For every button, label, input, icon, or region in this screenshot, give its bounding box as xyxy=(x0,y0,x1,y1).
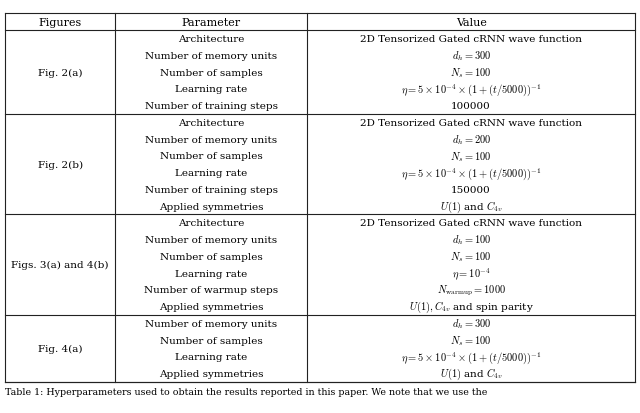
Text: $N_s = 100$: $N_s = 100$ xyxy=(451,66,492,80)
Text: Figures: Figures xyxy=(38,18,82,28)
Text: Number of samples: Number of samples xyxy=(160,336,263,345)
Text: $\eta = 5 \times 10^{-4} \times (1+(t/5000))^{-1}$: $\eta = 5 \times 10^{-4} \times (1+(t/50… xyxy=(401,349,541,365)
Text: 2D Tensorized Gated cRNN wave function: 2D Tensorized Gated cRNN wave function xyxy=(360,119,582,128)
Text: Parameter: Parameter xyxy=(182,18,241,28)
Text: Architecture: Architecture xyxy=(178,219,244,228)
Text: Number of memory units: Number of memory units xyxy=(145,52,277,61)
Text: Number of samples: Number of samples xyxy=(160,252,263,261)
Text: $U(1)$ and $C_{4v}$: $U(1)$ and $C_{4v}$ xyxy=(440,199,502,214)
Text: Number of warmup steps: Number of warmup steps xyxy=(144,286,278,294)
Text: Applied symmetries: Applied symmetries xyxy=(159,302,264,311)
Text: Applied symmetries: Applied symmetries xyxy=(159,202,264,211)
Text: Figs. 3(a) and 4(b): Figs. 3(a) and 4(b) xyxy=(12,261,109,270)
Text: $d_h = 300$: $d_h = 300$ xyxy=(452,317,491,330)
Text: Number of samples: Number of samples xyxy=(160,69,263,77)
Text: $N_s = 100$: $N_s = 100$ xyxy=(451,150,492,163)
Text: Architecture: Architecture xyxy=(178,35,244,44)
Text: Value: Value xyxy=(456,18,486,28)
Text: Number of memory units: Number of memory units xyxy=(145,135,277,144)
Text: Table 1: Hyperparameters used to obtain the results reported in this paper. We n: Table 1: Hyperparameters used to obtain … xyxy=(5,387,488,396)
Text: $N_s = 100$: $N_s = 100$ xyxy=(451,333,492,347)
Text: $N_{\mathrm{warmup}} = 1000$: $N_{\mathrm{warmup}} = 1000$ xyxy=(436,283,506,297)
Text: Number of memory units: Number of memory units xyxy=(145,235,277,244)
Text: Architecture: Architecture xyxy=(178,119,244,128)
Text: 2D Tensorized Gated cRNN wave function: 2D Tensorized Gated cRNN wave function xyxy=(360,35,582,44)
Text: $N_s = 100$: $N_s = 100$ xyxy=(451,250,492,263)
Text: Number of training steps: Number of training steps xyxy=(145,185,278,195)
Text: 100000: 100000 xyxy=(451,102,491,111)
Text: Number of samples: Number of samples xyxy=(160,152,263,161)
Text: $\eta = 10^{-4}$: $\eta = 10^{-4}$ xyxy=(452,266,490,281)
Text: Fig. 4(a): Fig. 4(a) xyxy=(38,344,83,353)
Text: $\eta = 5 \times 10^{-4} \times (1+(t/5000))^{-1}$: $\eta = 5 \times 10^{-4} \times (1+(t/50… xyxy=(401,165,541,181)
Text: Learning rate: Learning rate xyxy=(175,85,248,94)
Text: $\eta = 5 \times 10^{-4} \times (1+(t/5000))^{-1}$: $\eta = 5 \times 10^{-4} \times (1+(t/50… xyxy=(401,82,541,97)
Text: $U(1), C_{4v}$ and spin parity: $U(1), C_{4v}$ and spin parity xyxy=(409,299,534,314)
Text: $d_h = 100$: $d_h = 100$ xyxy=(452,233,491,247)
Text: 150000: 150000 xyxy=(451,185,491,195)
Text: Fig. 2(a): Fig. 2(a) xyxy=(38,69,83,78)
Text: Learning rate: Learning rate xyxy=(175,169,248,178)
Text: $d_h = 200$: $d_h = 200$ xyxy=(452,133,491,147)
Text: Learning rate: Learning rate xyxy=(175,269,248,278)
Text: Number of memory units: Number of memory units xyxy=(145,319,277,328)
Text: Number of training steps: Number of training steps xyxy=(145,102,278,111)
Text: Fig. 2(b): Fig. 2(b) xyxy=(38,160,83,169)
Text: Learning rate: Learning rate xyxy=(175,352,248,361)
Text: Applied symmetries: Applied symmetries xyxy=(159,369,264,378)
Text: $U(1)$ and $C_{4v}$: $U(1)$ and $C_{4v}$ xyxy=(440,366,502,381)
Text: $d_h = 300$: $d_h = 300$ xyxy=(452,50,491,63)
Text: 2D Tensorized Gated cRNN wave function: 2D Tensorized Gated cRNN wave function xyxy=(360,219,582,228)
